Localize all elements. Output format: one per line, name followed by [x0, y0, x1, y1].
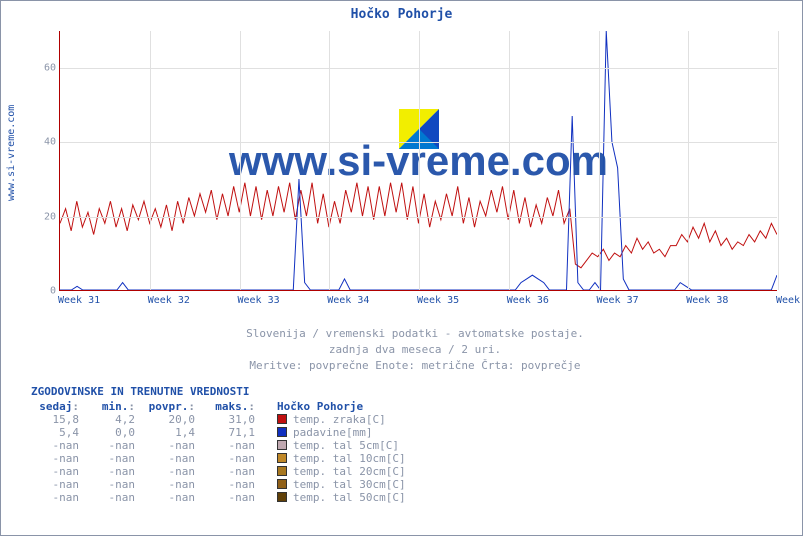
stat-cell: -nan: [31, 465, 83, 478]
gridline-v: [509, 31, 510, 290]
ytick-label: 40: [38, 137, 56, 148]
stat-cell: -nan: [31, 478, 83, 491]
chart-title: Hočko Pohorje: [1, 1, 802, 22]
subtitle-line-1: Slovenija / vremenski podatki - avtomats…: [55, 326, 775, 342]
stat-cell: 1,4: [139, 426, 199, 439]
table-row: -nan-nan-nan-nantemp. tal 10cm[C]: [31, 452, 479, 465]
stat-cell: -nan: [199, 478, 259, 491]
gridline-v: [329, 31, 330, 290]
gridline-v: [599, 31, 600, 290]
legend-cell: temp. tal 20cm[C]: [259, 465, 479, 478]
stats-table: sedaj: min.: povpr.: maks.: Hočko Pohorj…: [31, 400, 479, 504]
stat-cell: -nan: [139, 478, 199, 491]
legend-swatch: [277, 479, 287, 489]
ytick-label: 20: [38, 211, 56, 222]
xtick-label: Week 36: [507, 295, 549, 306]
stat-cell: -nan: [139, 465, 199, 478]
col-min: min.:: [83, 400, 139, 413]
col-sedaj: sedaj:: [31, 400, 83, 413]
xtick-label: Week 32: [148, 295, 190, 306]
col-povpr: povpr.:: [139, 400, 199, 413]
table-row: -nan-nan-nan-nantemp. tal 20cm[C]: [31, 465, 479, 478]
stat-cell: -nan: [83, 439, 139, 452]
stat-cell: -nan: [83, 478, 139, 491]
stats-header-row: sedaj: min.: povpr.: maks.: Hočko Pohorj…: [31, 400, 479, 413]
legend-label: temp. tal 50cm[C]: [293, 491, 406, 504]
ytick-label: 0: [38, 286, 56, 297]
legend-cell: temp. zraka[C]: [259, 413, 479, 426]
stat-cell: -nan: [31, 439, 83, 452]
ytick-label: 60: [38, 63, 56, 74]
chart-frame: www.si-vreme.com Hočko Pohorje www.si-vr…: [0, 0, 803, 536]
stat-cell: 71,1: [199, 426, 259, 439]
stat-cell: -nan: [83, 465, 139, 478]
stat-cell: 4,2: [83, 413, 139, 426]
legend-cell: temp. tal 50cm[C]: [259, 491, 479, 504]
xtick-label: Week 38: [686, 295, 728, 306]
gridline-v: [419, 31, 420, 290]
gridline-v: [150, 31, 151, 290]
legend-cell: temp. tal 10cm[C]: [259, 452, 479, 465]
table-row: -nan-nan-nan-nantemp. tal 50cm[C]: [31, 491, 479, 504]
table-row: 5,40,01,471,1 padavine[mm]: [31, 426, 479, 439]
subtitle-line-2: zadnja dva meseca / 2 uri.: [55, 342, 775, 358]
stat-cell: -nan: [199, 491, 259, 504]
stat-cell: -nan: [139, 491, 199, 504]
stat-cell: -nan: [139, 452, 199, 465]
legend-swatch: [277, 427, 287, 437]
chart-area: www.si-vreme.com 0204060Week 31Week 32We…: [37, 31, 777, 321]
gridline-v: [778, 31, 779, 290]
plot-area: www.si-vreme.com 0204060Week 31Week 32We…: [59, 31, 777, 291]
stat-cell: -nan: [31, 452, 83, 465]
legend-swatch: [277, 440, 287, 450]
xtick-label: Week 33: [238, 295, 280, 306]
xtick-label: Week 34: [327, 295, 369, 306]
legend-label: temp. tal 30cm[C]: [293, 478, 406, 491]
gridline-v: [240, 31, 241, 290]
legend-label: padavine[mm]: [293, 426, 372, 439]
stat-cell: -nan: [139, 439, 199, 452]
legend-cell: temp. tal 5cm[C]: [259, 439, 479, 452]
gridline-v: [688, 31, 689, 290]
legend-swatch: [277, 492, 287, 502]
stat-cell: 0,0: [83, 426, 139, 439]
legend-swatch: [277, 453, 287, 463]
legend-swatch: [277, 466, 287, 476]
chart-subtitle: Slovenija / vremenski podatki - avtomats…: [55, 326, 775, 374]
stat-cell: -nan: [199, 439, 259, 452]
xtick-label: Week 35: [417, 295, 459, 306]
col-legend: Hočko Pohorje: [259, 400, 479, 413]
stat-cell: -nan: [199, 452, 259, 465]
legend-label: temp. tal 20cm[C]: [293, 465, 406, 478]
stat-cell: -nan: [31, 491, 83, 504]
stat-cell: 5,4: [31, 426, 83, 439]
subtitle-line-3: Meritve: povprečne Enote: metrične Črta:…: [55, 358, 775, 374]
legend-label: temp. tal 10cm[C]: [293, 452, 406, 465]
legend-label: temp. tal 5cm[C]: [293, 439, 399, 452]
stat-cell: 31,0: [199, 413, 259, 426]
stats-block: ZGODOVINSKE IN TRENUTNE VREDNOSTI sedaj:…: [31, 385, 771, 504]
legend-cell: padavine[mm]: [259, 426, 479, 439]
table-row: -nan-nan-nan-nantemp. tal 30cm[C]: [31, 478, 479, 491]
xtick-label: Week 37: [597, 295, 639, 306]
stat-cell: 15,8: [31, 413, 83, 426]
table-row: 15,84,220,031,0 temp. zraka[C]: [31, 413, 479, 426]
ylabel-link: www.si-vreme.com: [6, 105, 17, 201]
stat-cell: 20,0: [139, 413, 199, 426]
xtick-label: Week 31: [58, 295, 100, 306]
stat-cell: -nan: [83, 452, 139, 465]
table-row: -nan-nan-nan-nantemp. tal 5cm[C]: [31, 439, 479, 452]
legend-label: temp. zraka[C]: [293, 413, 386, 426]
stat-cell: -nan: [199, 465, 259, 478]
legend-swatch: [277, 414, 287, 424]
xtick-label: Week 39: [776, 295, 803, 306]
stat-cell: -nan: [83, 491, 139, 504]
col-maks: maks.:: [199, 400, 259, 413]
stats-heading: ZGODOVINSKE IN TRENUTNE VREDNOSTI: [31, 385, 771, 398]
legend-cell: temp. tal 30cm[C]: [259, 478, 479, 491]
